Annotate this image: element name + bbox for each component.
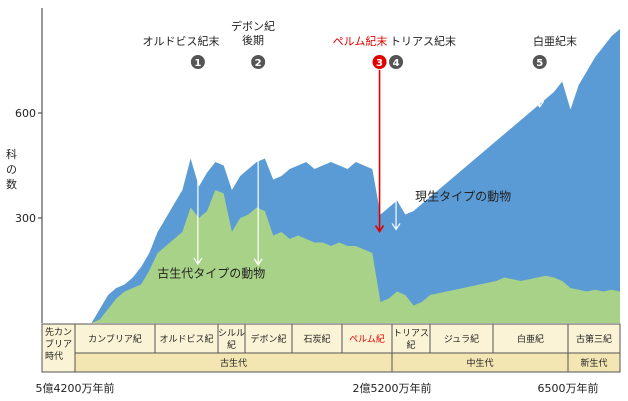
- period-label: ペルム紀: [349, 333, 385, 345]
- period-label: 古第三紀: [576, 333, 612, 345]
- paleo-area: [42, 190, 620, 323]
- event-arrowhead-4: [391, 223, 401, 231]
- event-label-3: ペルム紀末: [333, 34, 388, 48]
- event-arrowhead-5: [535, 100, 545, 108]
- y-axis-label-char: 科: [6, 147, 17, 161]
- axes: 300 600 科の数: [6, 8, 43, 323]
- event-label-2: デボン紀: [231, 19, 275, 33]
- period-label: トリアス: [393, 329, 429, 339]
- era-cell: [567, 352, 621, 373]
- time-label: 2億5200万年前: [353, 381, 432, 395]
- period-cell: [391, 323, 431, 354]
- era-label: 古生代: [220, 357, 247, 369]
- period-cell: [429, 323, 494, 354]
- time-label: 5億4200万年前: [36, 381, 115, 395]
- event-number-4: 4: [393, 58, 400, 69]
- precambrian-label: 時代: [45, 351, 63, 362]
- event-marker-3: [372, 55, 387, 69]
- period-label: 石炭紀: [303, 333, 330, 345]
- precambrian-cell: [41, 323, 76, 373]
- period-label: 白亜紀: [517, 333, 544, 345]
- plot-area: 古生代タイプの動物 現生タイプの動物: [42, 29, 620, 323]
- y-axis-label-char: 数: [6, 178, 17, 191]
- event-label-2: 後期: [242, 33, 264, 47]
- y-tick-label: 300: [15, 212, 36, 225]
- modern-area-label: 現生タイプの動物: [415, 190, 511, 204]
- event-marker-4: [389, 55, 404, 69]
- period-cell: [567, 323, 621, 354]
- event-marker-1: [190, 55, 205, 69]
- event-arrowhead-3: [374, 225, 385, 233]
- paleo-area-label: 古生代タイプの動物: [157, 266, 265, 281]
- period-label: 紀: [406, 339, 415, 351]
- y-axis-label-char: の: [6, 163, 17, 176]
- event-number-1: 1: [194, 58, 201, 69]
- period-cell: [244, 323, 293, 354]
- period-cell: [154, 323, 219, 354]
- event-label-4: トリアス紀末: [390, 34, 456, 48]
- time-label: 6500万年前: [538, 381, 599, 395]
- period-cell: [492, 323, 569, 354]
- period-label: 紀: [227, 339, 236, 351]
- event-marker-5: [532, 55, 547, 69]
- precambrian-label: ブリア: [45, 338, 72, 350]
- period-label: オルドビス紀: [159, 333, 213, 345]
- precambrian-label: 先カン: [45, 326, 72, 338]
- event-label-5: 白亜紀末: [533, 34, 577, 48]
- period-label: カンブリア紀: [88, 333, 142, 345]
- event-arrowhead-2: [253, 258, 263, 266]
- event-number-5: 5: [536, 58, 543, 69]
- event-arrowhead-1: [193, 257, 203, 266]
- era-label: 中生代: [466, 357, 493, 369]
- event-label-1: オルドビス紀末: [143, 34, 220, 48]
- event-marker-2: [251, 55, 266, 69]
- period-cell: [341, 323, 393, 354]
- event-number-2: 2: [255, 58, 262, 69]
- era-label: 新生代: [580, 357, 607, 369]
- period-label: シルル: [218, 329, 245, 339]
- event-number-3: 3: [376, 58, 383, 69]
- period-label: ジュラ紀: [444, 333, 479, 345]
- y-tick-label: 600: [15, 107, 36, 120]
- period-label: デボン紀: [250, 333, 286, 345]
